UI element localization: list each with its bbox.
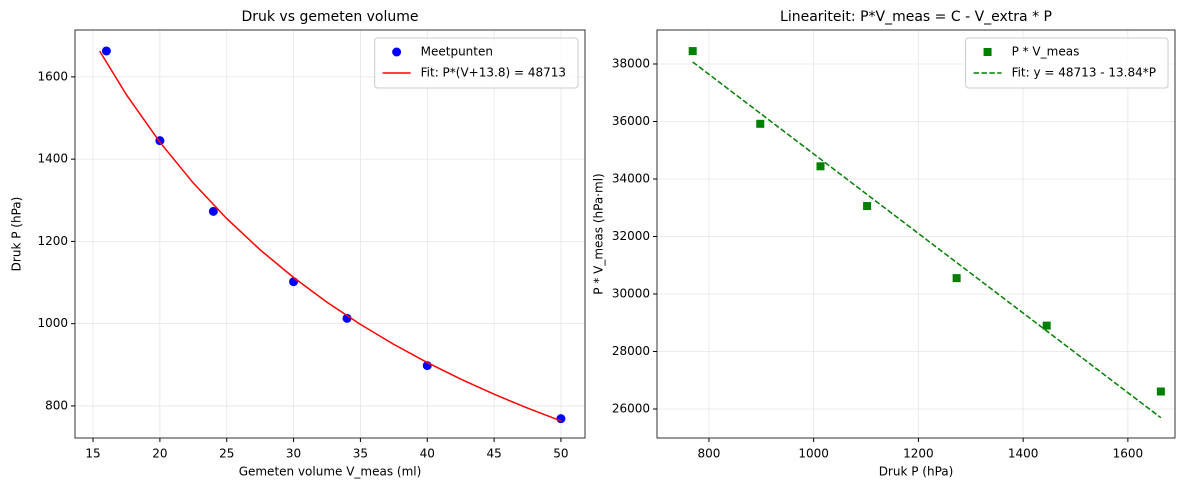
y-tick-label: 34000 [612,172,650,186]
y-tick-label: 38000 [612,57,650,71]
marker [1042,321,1051,330]
marker [101,46,111,56]
x-tick-label: 1600 [1113,447,1144,461]
legend-frame [374,37,579,89]
y-tick-label: 1600 [37,69,68,83]
y-tick-label: 30000 [612,286,650,300]
x-tick-label: 1000 [798,447,829,461]
y-tick-label: 800 [45,398,68,412]
y-tick-label: 32000 [612,229,650,243]
x-axis-label: Gemeten volume V_meas (ml) [239,465,422,479]
axes: 800 1000 1200 1400 1600 26000 28000 30000 32000 3… [592,9,1176,479]
marker [342,313,352,323]
marker [392,47,402,57]
x-tick-label: 35 [353,447,368,461]
marker [863,202,872,211]
x-tick-label: 800 [697,447,720,461]
marker [208,206,218,216]
legend: P * V_meas Fit: y = 48713 - 13.84*P [965,37,1169,89]
x-tick-label: 40 [420,447,435,461]
y-tick-label: 1200 [37,234,68,248]
marker [756,119,765,128]
x-tick-label: 50 [553,447,568,461]
y-tick-label: 36000 [612,114,650,128]
legend-frame [965,37,1169,89]
fit-line [692,61,1162,419]
x-tick-label: 20 [152,447,167,461]
x-tick-label: 45 [486,447,501,461]
y-tick-label: 26000 [612,401,650,415]
legend: Meetpunten Fit: P*(V+13.8) = 48713 [374,37,579,89]
x-tick-label: 15 [85,447,100,461]
marker [983,48,992,56]
chart-title: Lineariteit: P*V_meas = C - V_extra * P [780,9,1052,25]
marker [556,414,566,424]
y-tick-label: 28000 [612,344,650,358]
y-tick-label: 1000 [37,316,68,330]
marker [816,162,825,171]
axes-frame [74,29,586,439]
fit-line [99,50,562,422]
marker [688,47,697,56]
x-tick-label: 1400 [1008,447,1039,461]
y-tick-label: 1400 [37,152,68,166]
axes-frame [656,29,1176,439]
x-axis-label: Druk P (hPa) [879,465,954,479]
x-tick-label: 1200 [903,447,934,461]
axes: 15 20 25 30 35 40 45 50 800 1000 1200 1400 1600 Druk … [10,9,586,479]
marker [289,277,299,287]
x-tick-label: 25 [219,447,234,461]
y-axis-label: P * V_meas (hPa·ml) [592,173,606,294]
legend-label: Fit: P*(V+13.8) = 48713 [421,66,566,80]
legend-label: Meetpunten [421,45,493,59]
legend-label: P * V_meas [1012,45,1080,59]
y-axis-label: Druk P (hPa) [10,197,24,272]
legend-label: Fit: y = 48713 - 13.84*P [1012,66,1156,80]
marker [952,274,961,283]
marker [1156,387,1165,396]
chart-title: Druk vs gemeten volume [241,9,418,25]
x-tick-label: 30 [286,447,301,461]
